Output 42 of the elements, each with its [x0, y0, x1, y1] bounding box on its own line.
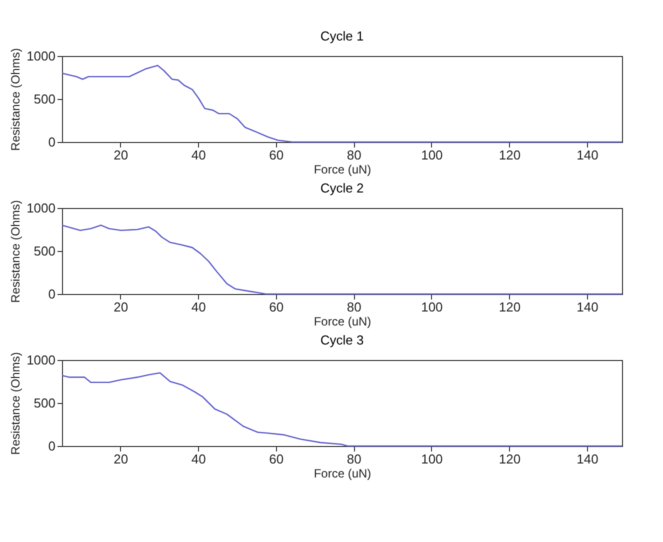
y-axis-title: Resistance (Ohms) — [8, 352, 23, 455]
x-tick-label: 40 — [191, 300, 206, 314]
line-series — [61, 224, 623, 295]
x-tick-label: 60 — [269, 452, 284, 466]
x-tick-label: 80 — [346, 148, 362, 162]
x-tick-label: 40 — [191, 452, 206, 466]
y-tick-label: 0 — [48, 134, 56, 150]
x-tick-label: 80 — [346, 452, 362, 466]
x-tick-label: 20 — [114, 148, 128, 162]
y-tick-label: 0 — [48, 286, 56, 302]
line-series — [61, 64, 623, 143]
x-tick-label: 120 — [498, 300, 521, 314]
y-tick-label: 0 — [48, 438, 56, 454]
x-tick-label: 40 — [191, 148, 206, 162]
x-tick-label: 60 — [269, 148, 284, 162]
y-axis-title: Resistance (Ohms) — [8, 48, 23, 151]
y-tick-label: 500 — [34, 396, 56, 410]
chart-title: Cycle 1 — [320, 28, 364, 44]
x-tick-label: 140 — [576, 300, 598, 314]
x-tick-label: 20 — [114, 452, 128, 466]
x-axis-title: Force (uN) — [314, 466, 372, 480]
y-tick-label: 1000 — [26, 200, 56, 216]
x-tick-label: 20 — [114, 300, 128, 314]
chart-title: Cycle 3 — [320, 332, 364, 348]
y-tick-label: 1000 — [26, 352, 56, 368]
y-tick-label: 500 — [34, 92, 56, 106]
x-tick-label: 100 — [421, 148, 443, 162]
x-tick-label: 120 — [498, 148, 521, 162]
line-series — [61, 372, 623, 447]
x-tick-label: 100 — [421, 452, 443, 466]
x-tick-label: 140 — [576, 148, 598, 162]
x-tick-label: 100 — [421, 300, 443, 314]
y-axis-title: Resistance (Ohms) — [8, 200, 23, 303]
x-tick-label: 120 — [498, 452, 521, 466]
chart-title: Cycle 2 — [320, 180, 364, 196]
x-axis-title: Force (uN) — [314, 314, 372, 328]
x-tick-label: 140 — [576, 452, 598, 466]
x-tick-label: 80 — [346, 300, 362, 314]
y-tick-label: 1000 — [26, 48, 56, 64]
x-tick-label: 60 — [269, 300, 284, 314]
y-tick-label: 500 — [34, 244, 56, 258]
x-axis-title: Force (uN) — [314, 162, 372, 176]
